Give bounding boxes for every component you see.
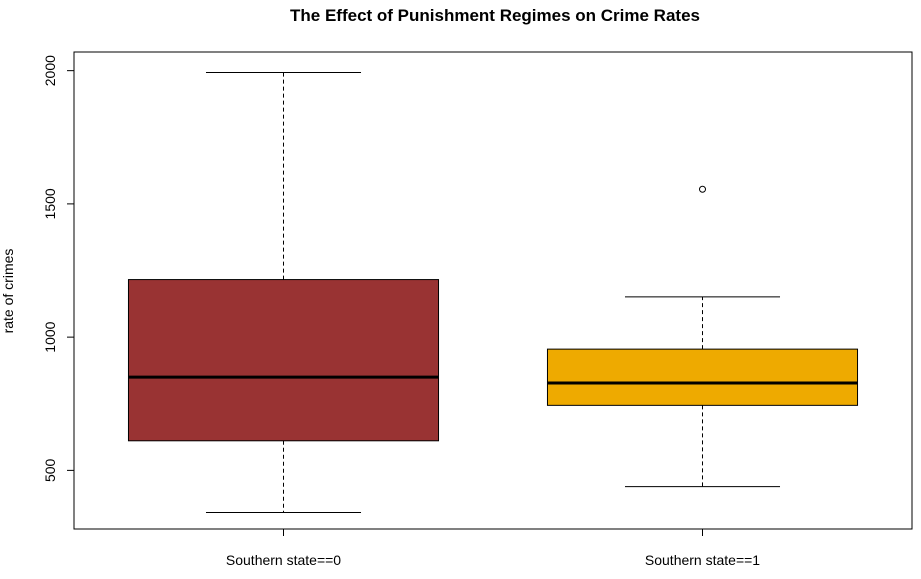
x-axis: Southern state==0 Southern state==1	[226, 528, 760, 568]
iqr-box	[127, 279, 440, 442]
y-tick-label: 1500	[42, 188, 58, 219]
y-tick-label: 2000	[42, 55, 58, 86]
box-1	[127, 72, 440, 513]
iqr-box	[546, 348, 859, 406]
y-tick-label: 500	[42, 458, 58, 482]
y-axis-label: rate of crimes	[0, 249, 16, 334]
chart-title: The Effect of Punishment Regimes on Crim…	[290, 6, 700, 25]
outlier-point	[699, 185, 706, 193]
x-tick-label: Southern state==1	[645, 552, 760, 568]
y-tick-label: 1000	[42, 321, 58, 352]
box-2	[546, 185, 859, 488]
x-tick-label: Southern state==0	[226, 552, 341, 568]
y-axis: 500 1000 1500 2000	[42, 55, 75, 482]
boxes-group	[127, 72, 859, 513]
